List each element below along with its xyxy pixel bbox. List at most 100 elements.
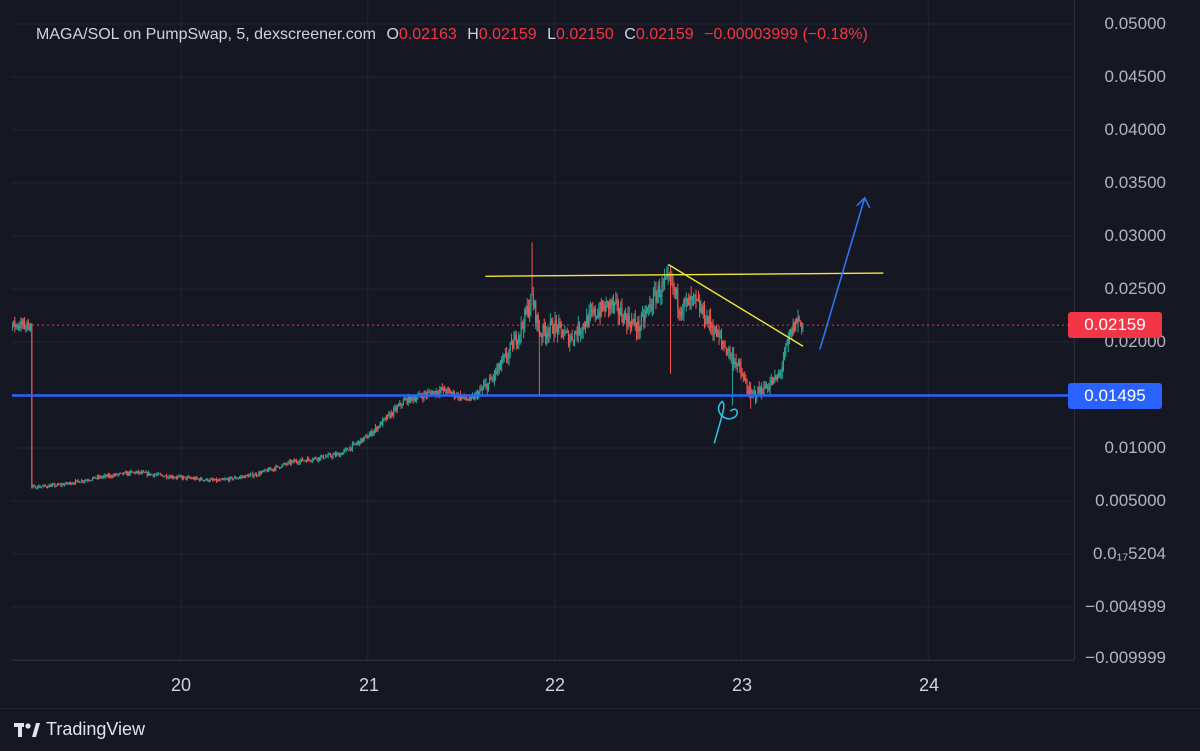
- candle-body: [786, 343, 788, 346]
- candle-body: [380, 422, 383, 426]
- candle-body: [23, 320, 26, 328]
- candle-body: [762, 393, 764, 395]
- candle-body: [254, 473, 256, 476]
- candle-body: [206, 478, 208, 481]
- candle-body: [548, 330, 550, 336]
- candle-body: [348, 449, 350, 451]
- candle-body: [288, 461, 290, 463]
- candle-body: [366, 435, 368, 439]
- candle-body: [263, 470, 265, 472]
- candle-body: [718, 331, 720, 337]
- candle-body: [100, 476, 102, 478]
- candle-body: [753, 391, 755, 393]
- candle-body: [495, 371, 497, 375]
- candle-body: [402, 400, 404, 406]
- chart-panel[interactable]: MAGA/SOL on PumpSwap, 5, dexscreener.com…: [12, 0, 1074, 660]
- candle-body: [764, 384, 766, 389]
- close-key: C: [624, 26, 636, 43]
- candle-body: [413, 398, 415, 401]
- candle-body: [652, 292, 655, 308]
- candle-body: [390, 412, 392, 418]
- candle-body: [208, 481, 210, 482]
- candle-body: [394, 407, 396, 409]
- candle-body: [304, 460, 306, 462]
- candle-body: [251, 473, 253, 475]
- candle-body: [226, 478, 228, 480]
- candle-body: [36, 488, 38, 490]
- last-price-tag: 0.02159: [1068, 312, 1162, 338]
- candle-body: [592, 310, 594, 313]
- candle-body: [571, 335, 573, 340]
- candle-body: [327, 454, 329, 457]
- candle-body: [359, 441, 361, 445]
- candle-body: [34, 485, 37, 489]
- high-key: H: [467, 26, 479, 43]
- candle-body: [59, 484, 61, 486]
- price-tick: −0.009999: [1085, 648, 1166, 667]
- candle-body: [740, 365, 742, 373]
- candle-body: [223, 479, 225, 481]
- candle-body: [333, 453, 335, 455]
- candle-body: [729, 348, 731, 357]
- candle-body: [104, 475, 106, 477]
- candle-body: [135, 472, 137, 474]
- candle-body: [577, 323, 579, 337]
- candle-body: [781, 365, 783, 372]
- candle-body: [553, 333, 555, 335]
- candle-body: [40, 486, 43, 488]
- candle-body: [77, 480, 79, 482]
- tradingview-brand[interactable]: TradingView: [14, 719, 145, 740]
- candle-body: [666, 274, 668, 278]
- candle-body: [529, 308, 531, 316]
- candle-body: [286, 464, 288, 465]
- candle-body: [89, 480, 91, 482]
- candle-body: [614, 302, 616, 307]
- candle-body: [200, 477, 202, 481]
- candle-body: [218, 480, 220, 481]
- candle-body: [564, 331, 566, 336]
- candle-body: [21, 321, 23, 325]
- candle-body: [760, 387, 763, 394]
- candle-body: [777, 375, 780, 377]
- candle-body: [266, 470, 268, 472]
- time-tick: 24: [918, 675, 940, 695]
- candle-body: [765, 386, 768, 389]
- candle-body: [675, 289, 678, 295]
- candle-body: [801, 322, 803, 330]
- candle-body: [225, 478, 227, 480]
- candle-body: [555, 320, 557, 326]
- candle-body: [654, 290, 656, 293]
- candle-body: [544, 330, 547, 338]
- candle-body: [190, 478, 192, 479]
- candle-body: [173, 477, 175, 479]
- candle-body: [475, 393, 477, 395]
- candle-body: [679, 311, 681, 316]
- candle-body: [39, 486, 41, 488]
- candle-body: [316, 458, 318, 461]
- candle-body: [536, 315, 538, 323]
- candle-body: [526, 305, 528, 314]
- candle-body: [452, 391, 454, 394]
- candle-body: [597, 316, 599, 318]
- candle-body: [627, 314, 629, 327]
- candle-body: [105, 475, 107, 477]
- candle-body: [610, 300, 612, 306]
- candle-body: [707, 317, 709, 324]
- candle-body: [705, 322, 707, 324]
- candle-body: [243, 476, 245, 479]
- candle-body: [573, 332, 576, 341]
- candlestick-chart[interactable]: [12, 0, 1074, 660]
- candle-body: [395, 407, 397, 411]
- candle-body: [779, 372, 781, 376]
- candle-body: [31, 323, 33, 487]
- horizontal-line-price-tag[interactable]: 0.01495: [1068, 383, 1162, 409]
- candle-body: [516, 342, 519, 345]
- candle-body: [363, 436, 366, 439]
- time-axis[interactable]: 20 21 22 23 24: [12, 660, 1074, 709]
- candle-body: [22, 320, 24, 325]
- candle-body: [497, 363, 499, 370]
- candle-body: [751, 392, 753, 394]
- candle-body: [162, 475, 164, 477]
- candle-body: [189, 476, 191, 479]
- candle-body: [735, 361, 737, 367]
